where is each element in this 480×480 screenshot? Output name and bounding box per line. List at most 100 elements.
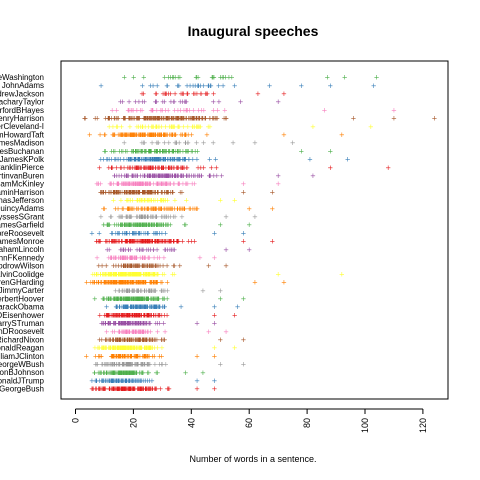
data-point: + [235,303,241,311]
data-point: + [138,238,144,246]
data-point: + [133,221,139,229]
data-point: + [146,188,152,196]
data-point: + [165,188,171,196]
data-point: + [211,115,217,123]
data-point: + [123,213,129,221]
data-point: + [153,115,159,123]
data-point: + [142,213,148,221]
data-point: + [157,229,163,237]
data-point: + [103,188,109,196]
data-point: + [113,254,119,262]
data-point: + [195,123,201,131]
data-point: + [108,188,114,196]
data-point: + [115,229,121,237]
data-point: + [275,180,281,188]
data-point: + [110,295,116,303]
speaker-label: JimmyCarter [0,286,44,295]
data-point: + [111,270,117,278]
data-point: + [212,115,218,123]
data-point: + [128,164,134,172]
data-point: + [112,279,118,287]
speaker-label: BenjaminHarrison [0,188,44,197]
data-point: + [128,221,134,229]
data-point: + [108,180,114,188]
data-point: + [199,115,205,123]
data-point: + [148,213,154,221]
y-axis-speaker-labels: GeorgeWashingtonJohnAdamsAndrewJacksonZa… [0,73,45,394]
data-point: + [108,213,114,221]
data-point: + [133,156,139,164]
data-point: + [131,270,137,278]
data-point: + [152,131,158,139]
data-point: + [122,115,128,123]
data-point: + [141,172,147,180]
data-point: + [126,246,132,254]
data-point: + [163,213,169,221]
data-point: + [127,106,133,114]
data-point: + [150,106,156,114]
data-point: + [183,98,189,106]
data-point: + [141,254,147,262]
data-point: + [208,164,214,172]
speaker-label: GeorgeBush [0,385,44,394]
data-point: + [128,156,134,164]
data-point: + [151,205,157,213]
data-point: + [120,147,126,155]
data-point: + [145,295,151,303]
data-point: + [156,254,162,262]
data-point: + [183,139,189,147]
data-point: + [106,270,112,278]
data-point: + [136,115,142,123]
data-point: + [186,238,192,246]
data-point: + [198,90,204,98]
data-point: + [164,131,170,139]
data-point: + [164,115,170,123]
data-point: + [232,311,238,319]
data-point: + [212,303,218,311]
data-point: + [196,115,202,123]
data-point: + [147,164,153,172]
data-point: + [240,336,246,344]
data-point: + [160,164,166,172]
data-point: + [134,262,140,270]
data-point: + [127,205,133,213]
data-point: + [162,172,168,180]
data-point: + [177,156,183,164]
data-point: + [122,221,128,229]
data-point: + [112,205,118,213]
data-point: + [147,197,153,205]
data-point: + [188,205,194,213]
x-axis: 0 20 40 60 80 100 120 [71,408,428,433]
data-point: + [156,131,162,139]
data-point: + [170,164,176,172]
data-point: + [117,270,123,278]
data-point: + [120,98,126,106]
data-point: + [162,156,168,164]
data-point: + [167,156,173,164]
data-point: + [119,172,125,180]
data-point: + [130,295,136,303]
data-point: + [155,164,161,172]
data-point: + [121,270,127,278]
data-point: + [140,246,146,254]
data-point: + [145,229,151,237]
data-point: + [119,238,125,246]
data-point: + [214,172,220,180]
data-point: + [176,82,182,90]
data-point: + [116,270,122,278]
data-point: + [121,180,127,188]
data-point: + [137,287,143,295]
data-point: + [128,131,134,139]
data-point: + [137,287,143,295]
data-point: + [176,115,182,123]
data-point: + [135,221,141,229]
data-point: + [139,295,145,303]
data-point: + [133,279,139,287]
data-point: + [212,385,218,393]
data-point: + [114,279,120,287]
data-point: + [104,246,110,254]
data-point: + [94,270,100,278]
data-point: + [144,131,150,139]
data-point: + [204,131,210,139]
data-point: + [154,238,160,246]
